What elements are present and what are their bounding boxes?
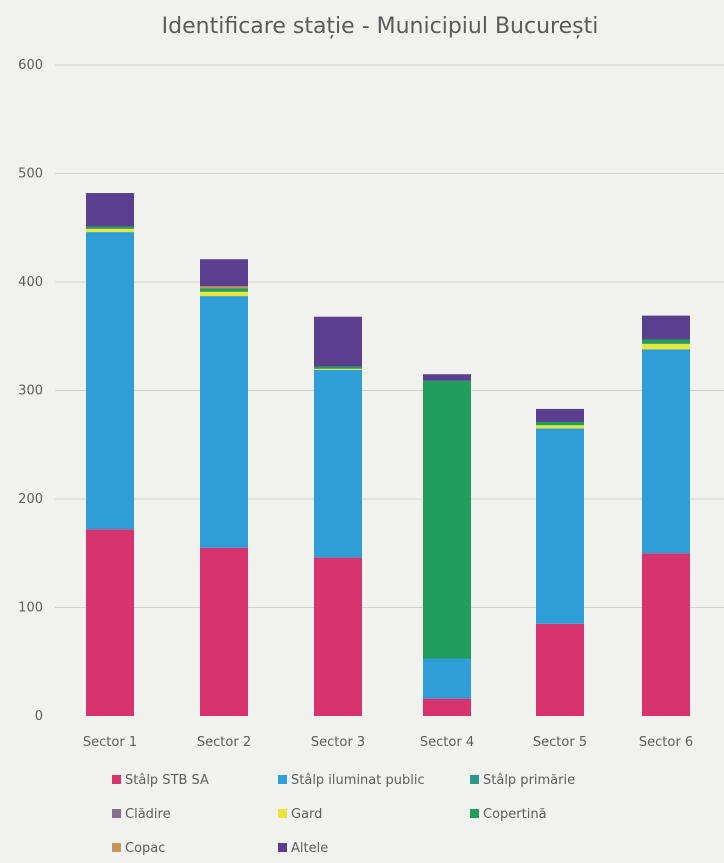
legend-swatch (278, 843, 287, 852)
y-tick-label: 0 (35, 709, 43, 724)
x-tick-label: Sector 3 (311, 735, 365, 750)
bar-segment (200, 286, 248, 289)
legend-item: Stâlp iluminat public (278, 773, 425, 788)
legend-item: Stâlp primărie (470, 773, 575, 788)
x-tick-label: Sector 1 (83, 735, 137, 750)
legend-label: Copac (125, 841, 165, 856)
x-tick-label: Sector 4 (420, 735, 474, 750)
legend-item: Copac (112, 841, 165, 856)
legend-swatch (112, 809, 121, 818)
bar-segment (423, 698, 471, 716)
bar-segment (642, 553, 690, 716)
legend-swatch (112, 843, 121, 852)
x-tick-label: Sector 5 (533, 735, 587, 750)
y-tick-label: 200 (18, 492, 43, 507)
bar-stack (86, 193, 134, 716)
bar-segment (423, 380, 471, 659)
x-tick-label: Sector 2 (197, 735, 251, 750)
bar-segment (200, 259, 248, 287)
y-tick-label: 100 (18, 601, 43, 616)
legend-item: Stâlp STB SA (112, 773, 209, 788)
bar-segment (314, 366, 362, 369)
legend: Stâlp STB SA Stâlp iluminat public Stâlp p… (112, 773, 575, 856)
bar-segment (86, 193, 134, 227)
bar-segment (642, 349, 690, 554)
legend-swatch (278, 775, 287, 784)
bar-segment (536, 623, 584, 716)
legend-swatch (112, 775, 121, 784)
bar-segment (536, 421, 584, 426)
legend-swatch (470, 809, 479, 818)
y-tick-label: 600 (18, 58, 43, 73)
x-axis-labels: Sector 1 Sector 2 Sector 3 Sector 4 Sector 5… (83, 735, 693, 750)
legend-item: Altele (278, 841, 328, 856)
legend-item: Clădire (112, 807, 171, 822)
bar-stack (200, 259, 248, 716)
bar-segment (314, 369, 362, 558)
bar-segment (200, 547, 248, 716)
legend-swatch (470, 775, 479, 784)
y-tick-label: 400 (18, 275, 43, 290)
bar-segment (200, 296, 248, 548)
grid-lines (55, 64, 724, 608)
bar-segment (86, 226, 134, 229)
bar-stack (314, 316, 362, 716)
legend-label: Stâlp primărie (483, 773, 575, 788)
x-tick-label: Sector 6 (639, 735, 693, 750)
bar-stack (423, 374, 471, 716)
bar-segment (536, 428, 584, 624)
bar-segment (423, 374, 471, 381)
bar-segment (314, 557, 362, 716)
bar-segment (642, 315, 690, 340)
legend-label: Copertină (483, 807, 547, 822)
legend-label: Stâlp STB SA (125, 773, 209, 788)
bar-segment (423, 658, 471, 699)
bar-segment (642, 339, 690, 344)
bar-segment (200, 288, 248, 292)
bars (86, 193, 690, 716)
legend-label: Altele (291, 841, 328, 856)
bar-segment (536, 425, 584, 429)
bar-segment (642, 343, 690, 350)
legend-label: Clădire (125, 807, 171, 822)
chart-title: Identificare stație - Municipiul Bucureș… (162, 14, 599, 39)
bar-segment (314, 316, 362, 367)
bar-segment (536, 408, 584, 422)
legend-label: Stâlp iluminat public (291, 773, 425, 788)
bar-segment (86, 228, 134, 233)
bar-segment (86, 232, 134, 530)
bar-stack (536, 408, 584, 716)
y-tick-label: 500 (18, 167, 43, 182)
bar-segment (314, 368, 362, 370)
y-axis-ticks: 0 100 200 300 400 500 600 (18, 58, 43, 724)
bar-segment (200, 291, 248, 297)
legend-item: Copertină (470, 807, 547, 822)
bar-stack (642, 315, 690, 716)
legend-swatch (278, 809, 287, 818)
legend-item: Gard (278, 807, 322, 822)
bar-segment (86, 529, 134, 716)
y-tick-label: 300 (18, 384, 43, 399)
legend-label: Gard (291, 807, 322, 822)
